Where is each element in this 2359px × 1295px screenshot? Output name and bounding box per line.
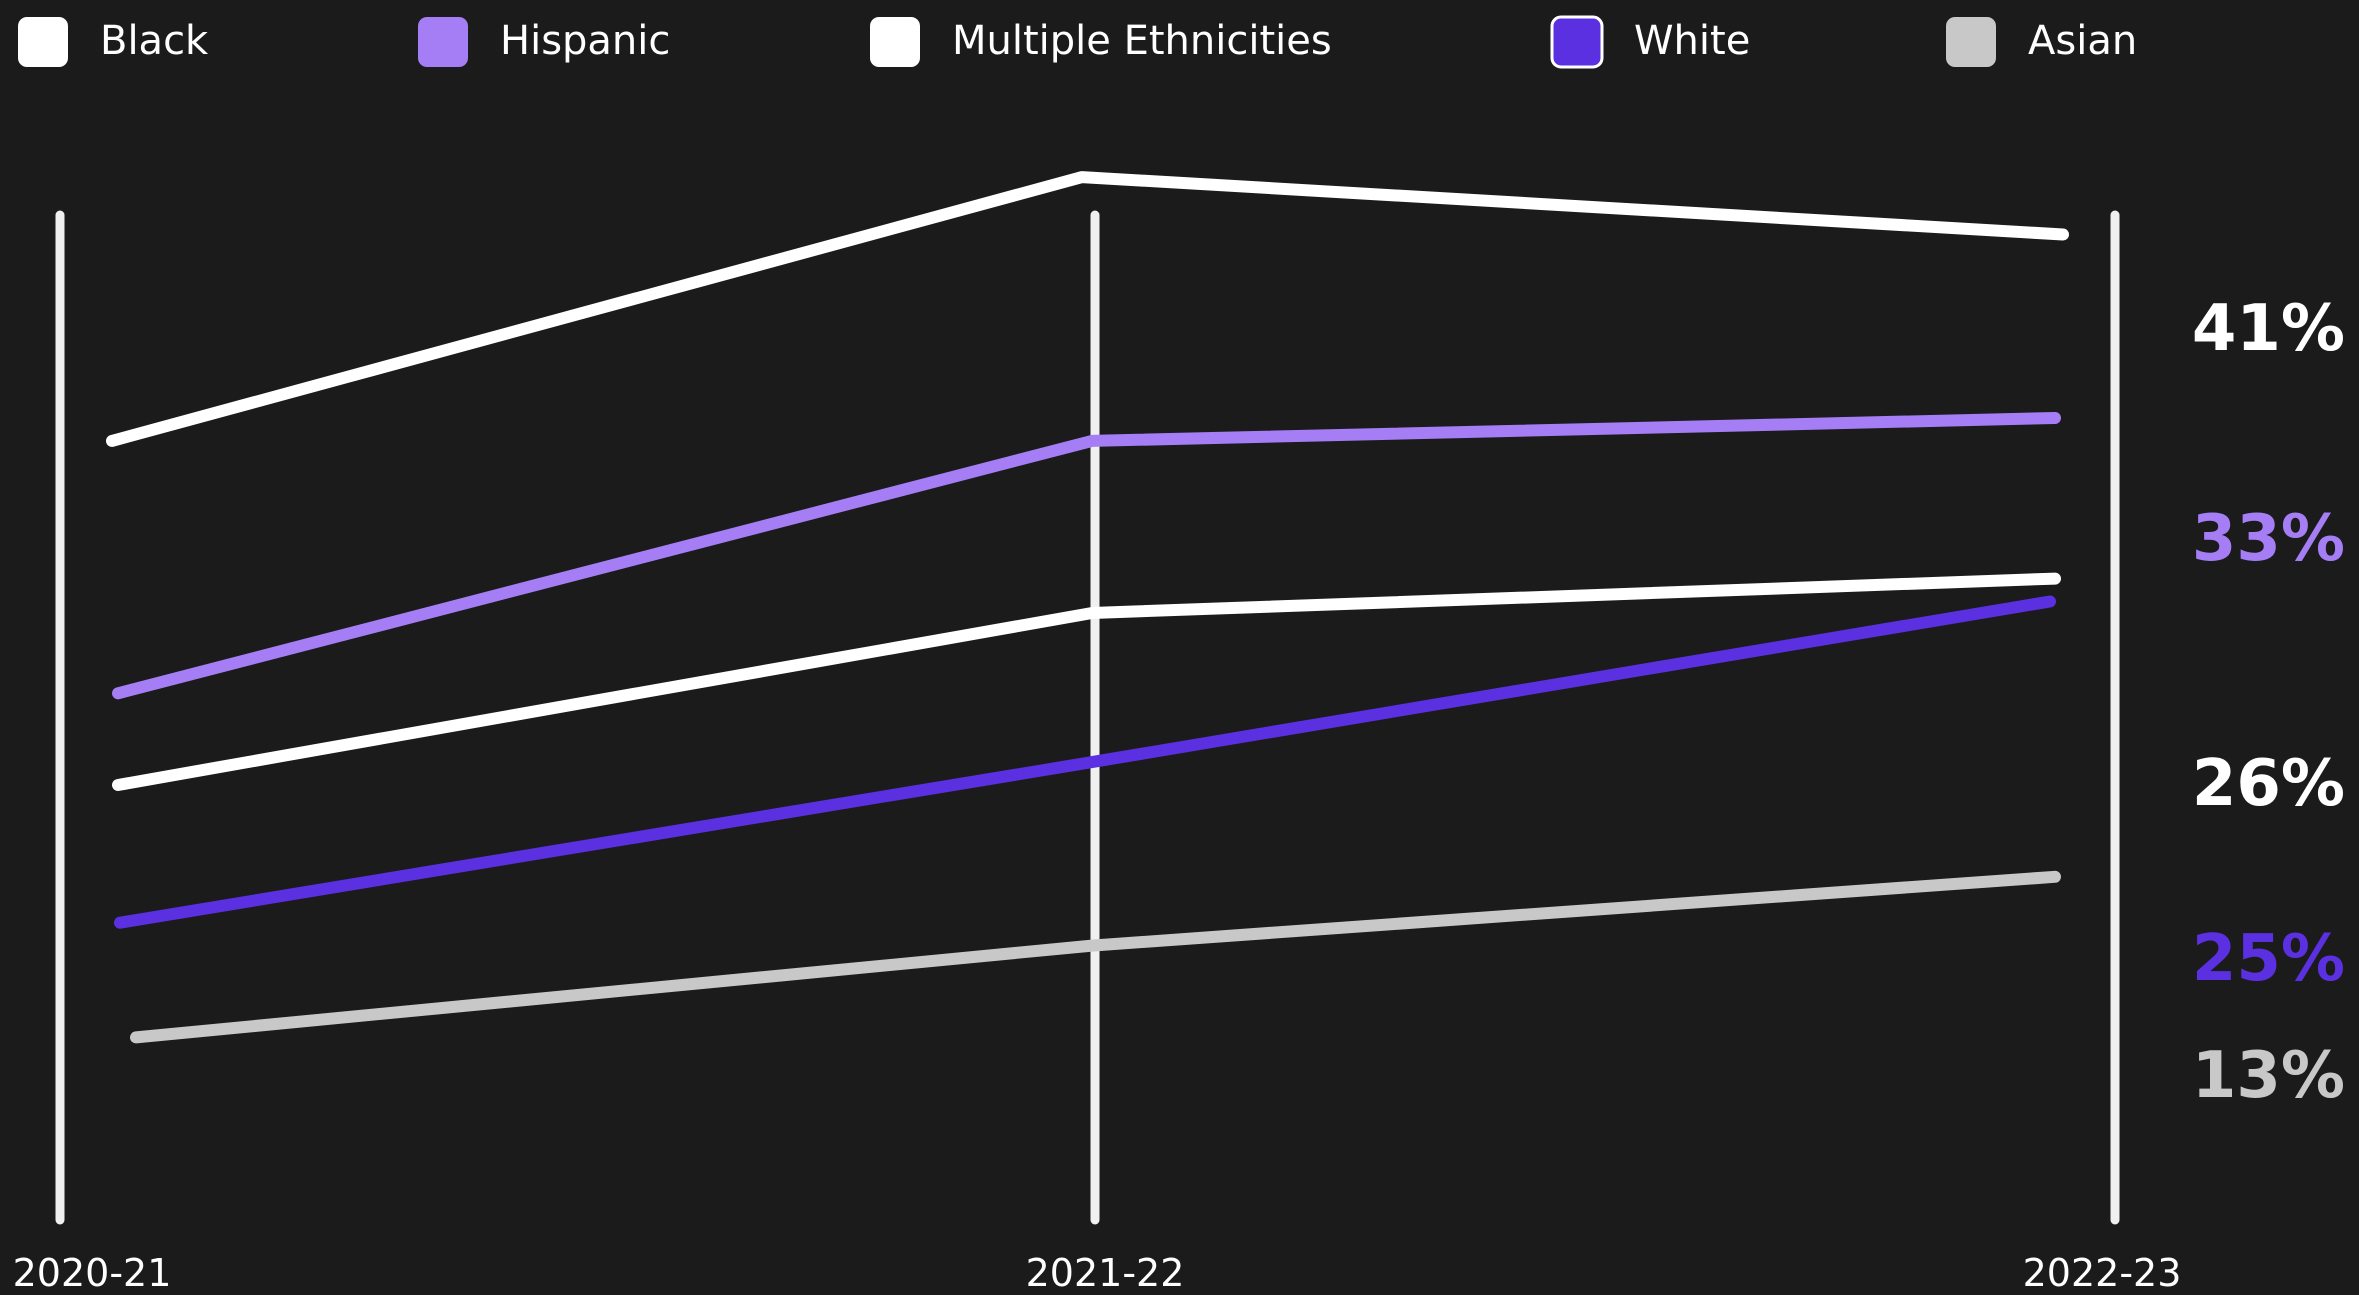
legend-swatch-white: [1550, 15, 1604, 69]
legend-label-black: Black: [100, 18, 209, 64]
end-label-white: 25%: [2192, 922, 2345, 996]
legend-label-multiple-ethnicities: Multiple Ethnicities: [952, 18, 1332, 64]
series-line-white: [114, 595, 2056, 929]
legend-swatch-black: [18, 17, 68, 67]
legend-label-white: White: [1634, 18, 1750, 64]
legend-swatch-asian: [1946, 17, 1996, 67]
end-label-asian: 13%: [2192, 1039, 2345, 1113]
vertical-guides: [55, 210, 2120, 1225]
series-line-black: [106, 171, 2069, 447]
series-line-asian: [130, 870, 2061, 1044]
legend: Black Hispanic Multiple Ethnicities White As…: [18, 15, 2137, 69]
end-label-black: 41%: [2192, 292, 2345, 366]
x-tick-2020-21: 2020-21: [13, 1251, 172, 1295]
legend-swatch-multiple-ethnicities: [870, 17, 920, 67]
legend-swatch-hispanic: [418, 17, 468, 67]
series-lines: [106, 171, 2069, 1044]
legend-label-asian: Asian: [2028, 18, 2137, 64]
x-axis-ticks: 2020-21 2021-22 2022-23: [13, 1251, 2182, 1295]
series-line-multiple-ethnicities: [112, 572, 2061, 791]
legend-label-hispanic: Hispanic: [500, 18, 670, 64]
series-line-hispanic: [112, 412, 2061, 700]
end-label-hispanic: 33%: [2192, 502, 2345, 576]
x-tick-2021-22: 2021-22: [1026, 1251, 1185, 1295]
end-labels: 41% 33% 26% 25% 13%: [2192, 292, 2345, 1113]
x-tick-2022-23: 2022-23: [2023, 1251, 2182, 1295]
end-label-multiple-ethnicities: 26%: [2192, 747, 2345, 821]
